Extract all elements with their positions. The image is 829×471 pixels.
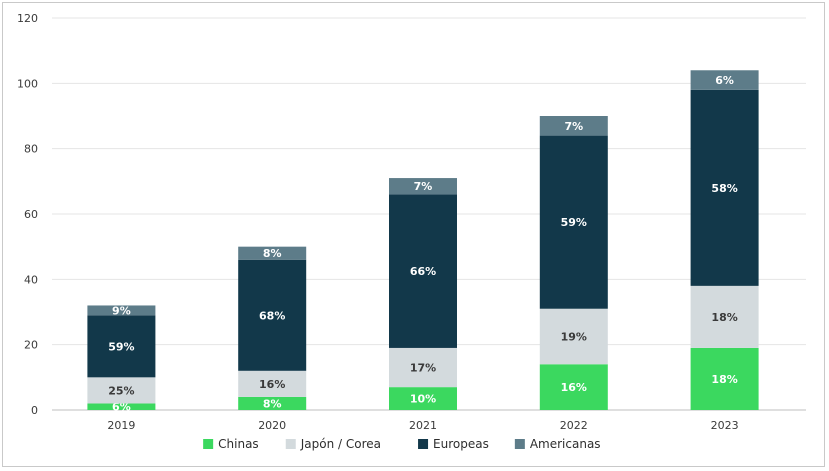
bar-segment-label: 8% <box>263 247 282 260</box>
legend-label: Japón / Corea <box>300 437 381 451</box>
bar-segment-label: 68% <box>259 309 285 322</box>
x-tick-label: 2020 <box>258 419 286 432</box>
bar-segment <box>690 347 759 410</box>
bar-segment <box>539 116 608 136</box>
x-tick-label: 2019 <box>107 419 135 432</box>
bar-segment-label: 16% <box>259 378 285 391</box>
x-tick-label: 2022 <box>560 419 588 432</box>
bar-segment <box>690 89 759 286</box>
legend-label: Americanas <box>530 437 601 451</box>
x-tick-label: 2021 <box>409 419 437 432</box>
bar-segment-label: 16% <box>561 381 587 394</box>
bar-segment <box>389 194 457 348</box>
y-tick-label: 20 <box>24 339 38 352</box>
y-tick-label: 60 <box>24 208 38 221</box>
legend-label: Europeas <box>433 437 489 451</box>
x-tick-label: 2023 <box>711 419 739 432</box>
legend-label: Chinas <box>218 437 259 451</box>
bar-segment <box>539 364 608 410</box>
bar-segment-label: 7% <box>414 180 433 193</box>
legend-swatch <box>514 439 525 449</box>
legend-swatch <box>285 439 296 449</box>
bar-segment <box>87 377 156 404</box>
bar-segment <box>87 315 156 378</box>
bar-segment-label: 66% <box>410 265 436 278</box>
bar-segment-label: 59% <box>561 216 587 229</box>
bar-segment-label: 8% <box>263 397 282 410</box>
bar-segment <box>690 285 759 348</box>
bar-segment <box>87 403 156 410</box>
bar-segment <box>389 347 457 388</box>
y-tick-label: 0 <box>31 404 38 417</box>
y-tick-label: 40 <box>24 273 38 286</box>
bar-segment <box>539 135 608 309</box>
bar-segment-label: 10% <box>410 393 436 406</box>
bar-segment-label: 58% <box>711 182 737 195</box>
bar-segment <box>539 308 608 365</box>
bar-segment-label: 59% <box>108 340 134 353</box>
y-tick-label: 120 <box>17 12 38 25</box>
bar-segment-label: 18% <box>711 373 737 386</box>
y-tick-label: 100 <box>17 77 38 90</box>
bar-segment <box>238 246 307 260</box>
legend-swatch <box>418 439 429 449</box>
bar-segment <box>690 70 759 90</box>
bar-segment-label: 19% <box>561 331 587 344</box>
bar-segment-label: 9% <box>112 304 131 317</box>
bar-segment <box>238 396 307 410</box>
bar-segment <box>87 305 156 316</box>
bar-segment-label: 25% <box>108 384 134 397</box>
bar-segment <box>238 259 307 371</box>
bar-segment-label: 7% <box>564 120 583 133</box>
bar-segment-label: 6% <box>112 401 131 414</box>
bar-segment-label: 18% <box>711 311 737 324</box>
bar-segment <box>238 370 307 397</box>
y-tick-label: 80 <box>24 143 38 156</box>
legend-swatch <box>203 439 214 449</box>
bar-segment <box>389 178 457 195</box>
bar-segment <box>389 387 457 410</box>
bar-segment-label: 6% <box>715 74 734 87</box>
bar-segment-label: 17% <box>410 362 436 375</box>
